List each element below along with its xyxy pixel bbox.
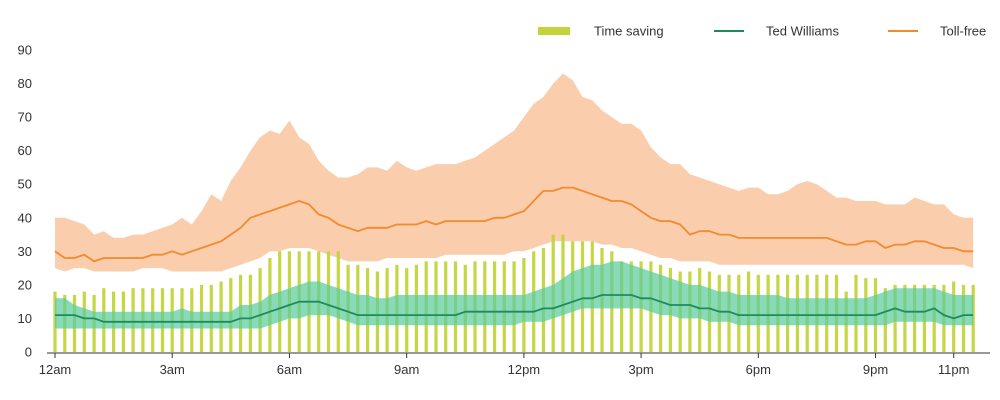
legend-label: Time saving: [594, 24, 664, 39]
y-tick-label: 50: [18, 177, 32, 192]
legend-swatch-bar: [538, 27, 570, 35]
toll-free-band: [55, 73, 974, 272]
series-lines: [54, 186, 974, 323]
x-tick-label: 9pm: [863, 362, 888, 377]
ted-williams-range-band: [55, 261, 974, 329]
x-tick-label: 3am: [160, 362, 185, 377]
y-tick-label: 80: [18, 76, 32, 91]
x-tick-label: 11pm: [938, 362, 970, 377]
y-tick-label: 70: [18, 110, 32, 125]
y-tick-label: 60: [18, 143, 32, 158]
x-tick-label: 3pm: [628, 362, 653, 377]
x-tick-label: 6pm: [746, 362, 771, 377]
y-tick-label: 40: [18, 210, 32, 225]
y-tick-label: 0: [25, 345, 32, 360]
legend-label: Ted Williams: [766, 24, 839, 39]
y-axis: 0 10 20 30 40 50 60 70 80 90: [18, 43, 32, 360]
x-tick-label: 12pm: [508, 362, 541, 377]
y-tick-label: 10: [18, 311, 32, 326]
x-axis: 12am 3am 6am 9am 12pm 3pm 6pm 9pm 11pm: [39, 352, 990, 377]
y-tick-label: 30: [18, 244, 32, 259]
toll-free-line: [54, 186, 974, 263]
legend: Time saving Ted Williams Toll-free: [538, 24, 986, 39]
ted-williams-line: [55, 294, 974, 323]
x-tick-label: 9am: [394, 362, 419, 377]
x-tick-label: 12am: [39, 362, 72, 377]
y-tick-label: 90: [18, 43, 32, 58]
y-tick-label: 20: [18, 277, 32, 292]
x-tick-label: 6am: [277, 362, 302, 377]
legend-label: Toll-free: [940, 24, 986, 39]
ted-williams-band: [55, 261, 974, 329]
toll-free-range-band: [55, 73, 974, 272]
